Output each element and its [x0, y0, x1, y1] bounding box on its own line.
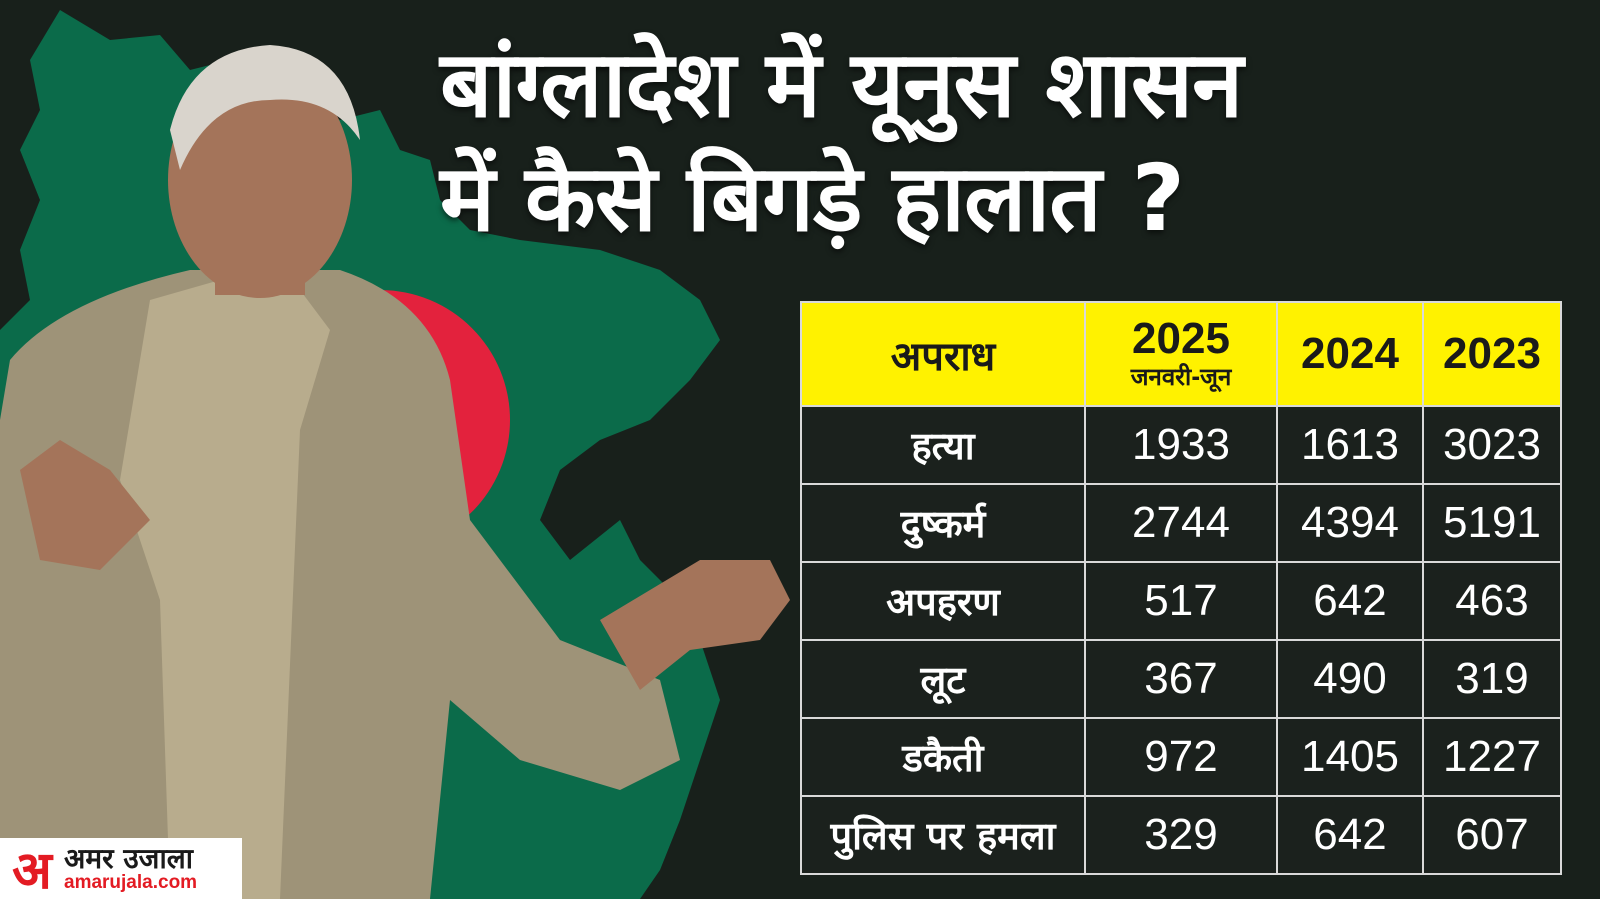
- header-crime: अपराध: [800, 301, 1086, 407]
- amar-ujala-logo[interactable]: अ अमर उजाला amarujala.com: [0, 838, 242, 899]
- value-2025: 2744: [1084, 483, 1278, 563]
- table-row: लूट 367 490 319: [800, 639, 1562, 719]
- logo-url: amarujala.com: [64, 872, 198, 893]
- crime-name: डकैती: [800, 717, 1086, 797]
- value-2024: 642: [1276, 561, 1424, 641]
- table-row: दुष्कर्म 2744 4394 5191: [800, 483, 1562, 563]
- table-row: डकैती 972 1405 1227: [800, 717, 1562, 797]
- crime-name: अपहरण: [800, 561, 1086, 641]
- crime-statistics-table: अपराध 2025 जनवरी-जून 2024 2023 हत्या 193…: [800, 301, 1562, 875]
- header-crime-label: अपराध: [890, 333, 996, 380]
- crime-name: दुष्कर्म: [800, 483, 1086, 563]
- value-2023: 5191: [1422, 483, 1562, 563]
- value-2023: 463: [1422, 561, 1562, 641]
- header-2023-label: 2023: [1443, 329, 1541, 378]
- table-row: पुलिस पर हमला 329 642 607: [800, 795, 1562, 875]
- value-2023: 319: [1422, 639, 1562, 719]
- value-2023: 3023: [1422, 405, 1562, 485]
- table-row: हत्या 1933 1613 3023: [800, 405, 1562, 485]
- value-2024: 1613: [1276, 405, 1424, 485]
- crime-name: हत्या: [800, 405, 1086, 485]
- crime-name: पुलिस पर हमला: [800, 795, 1086, 875]
- header-2024-label: 2024: [1301, 329, 1399, 378]
- value-2024: 1405: [1276, 717, 1424, 797]
- header-2024: 2024: [1276, 301, 1424, 407]
- value-2025: 1933: [1084, 405, 1278, 485]
- value-2025: 329: [1084, 795, 1278, 875]
- value-2024: 4394: [1276, 483, 1424, 563]
- headline: बांग्लादेश में यूनुस शासन में कैसे बिगड़…: [440, 28, 1570, 256]
- headline-line-2: में कैसे बिगड़े हालात ?: [440, 145, 1185, 252]
- value-2023: 607: [1422, 795, 1562, 875]
- value-2023: 1227: [1422, 717, 1562, 797]
- value-2024: 490: [1276, 639, 1424, 719]
- logo-name: अमर उजाला: [64, 842, 193, 875]
- table-row: अपहरण 517 642 463: [800, 561, 1562, 641]
- value-2025: 972: [1084, 717, 1278, 797]
- crime-name: लूट: [800, 639, 1086, 719]
- value-2024: 642: [1276, 795, 1424, 875]
- value-2025: 517: [1084, 561, 1278, 641]
- table-header-row: अपराध 2025 जनवरी-जून 2024 2023: [800, 301, 1562, 407]
- header-2023: 2023: [1422, 301, 1562, 407]
- logo-mark: अ: [12, 840, 52, 899]
- header-2025: 2025 जनवरी-जून: [1084, 301, 1278, 407]
- header-2025-sublabel: जनवरी-जून: [1130, 363, 1232, 391]
- logo-text: अमर उजाला amarujala.com: [64, 842, 198, 893]
- header-2025-label: 2025: [1132, 314, 1230, 363]
- headline-line-1: बांग्लादेश में यूनुस शासन: [440, 31, 1243, 138]
- value-2025: 367: [1084, 639, 1278, 719]
